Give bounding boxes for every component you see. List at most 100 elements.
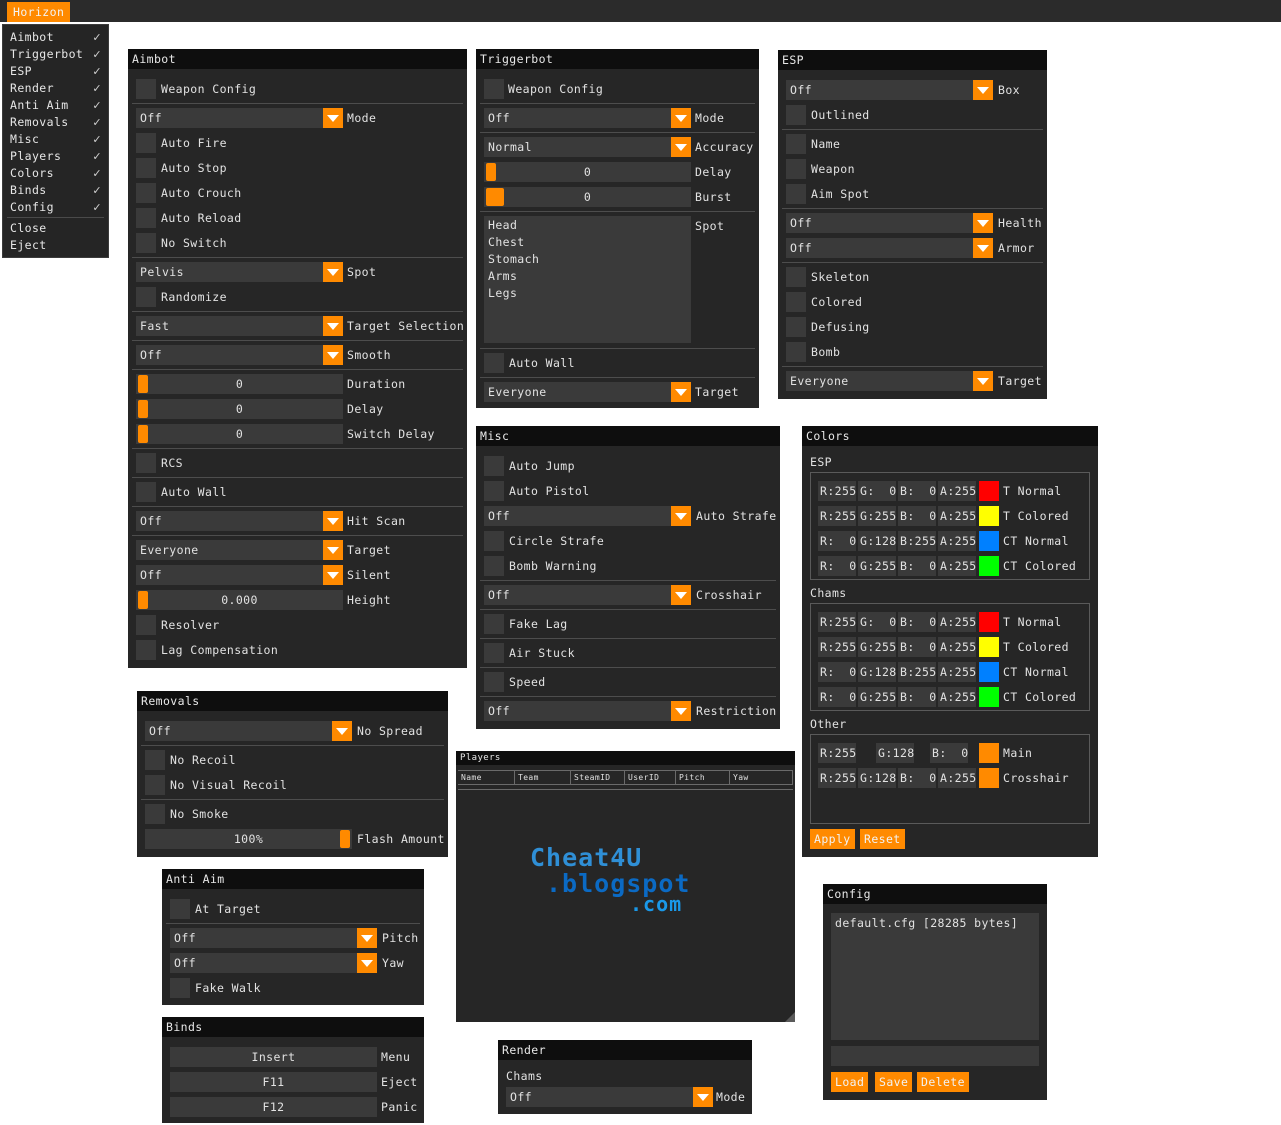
delete-button[interactable]: Delete bbox=[917, 1072, 969, 1092]
menu-item-config[interactable]: Config ✓ bbox=[10, 200, 102, 214]
hit-scan-combo[interactable]: Off bbox=[136, 511, 343, 531]
chams-a-input[interactable]: A:255 bbox=[938, 637, 976, 657]
defusing-checkbox[interactable] bbox=[786, 317, 806, 337]
reset-button[interactable]: Reset bbox=[860, 829, 905, 849]
duration-slider[interactable]: 0 bbox=[136, 374, 343, 394]
window-title[interactable]: Binds bbox=[162, 1017, 424, 1037]
slider-grab[interactable] bbox=[486, 163, 496, 181]
no-smoke-checkbox[interactable] bbox=[145, 804, 165, 824]
esp-b-input[interactable]: B: 0 bbox=[898, 481, 936, 501]
column-header-name[interactable]: Name bbox=[458, 771, 515, 785]
chams-g-input[interactable]: G:255 bbox=[858, 687, 896, 707]
chams-b-input[interactable]: B: 0 bbox=[898, 687, 936, 707]
spot-listbox[interactable]: Head Chest Stomach Arms Legs bbox=[484, 216, 691, 343]
restriction-combo[interactable]: Off bbox=[484, 701, 691, 721]
menu-item-players[interactable]: Players ✓ bbox=[10, 149, 102, 163]
esp-r-input[interactable]: R: 0 bbox=[818, 531, 856, 551]
delay-slider[interactable]: 0 bbox=[136, 399, 343, 419]
crosshair-color-swatch[interactable] bbox=[979, 768, 999, 788]
esp-color-swatch[interactable] bbox=[979, 481, 999, 501]
auto-strafe-combo[interactable]: Off bbox=[484, 506, 691, 526]
column-header-team[interactable]: Team bbox=[515, 771, 571, 785]
esp-color-swatch[interactable] bbox=[979, 506, 999, 526]
esp-r-input[interactable]: R:255 bbox=[818, 506, 856, 526]
chams-color-swatch[interactable] bbox=[979, 637, 999, 657]
menu-item-removals[interactable]: Removals ✓ bbox=[10, 115, 102, 129]
bind-key-input[interactable]: F12 bbox=[170, 1097, 377, 1117]
menu-item-binds[interactable]: Binds ✓ bbox=[10, 183, 102, 197]
window-title[interactable]: Misc bbox=[476, 426, 780, 446]
weapon-config-checkbox[interactable] bbox=[484, 79, 504, 99]
no-spread-combo[interactable]: Off bbox=[145, 721, 352, 741]
chams-g-input[interactable]: G:128 bbox=[858, 662, 896, 682]
silent-combo[interactable]: Off bbox=[136, 565, 343, 585]
switch-delay-slider[interactable]: 0 bbox=[136, 424, 343, 444]
weapon-config-checkbox[interactable] bbox=[136, 79, 156, 99]
slider-grab[interactable] bbox=[138, 400, 148, 418]
crosshair-b-input[interactable]: B: 0 bbox=[898, 768, 936, 788]
randomize-checkbox[interactable] bbox=[136, 287, 156, 307]
chams-color-swatch[interactable] bbox=[979, 687, 999, 707]
target-selection-combo[interactable]: Fast bbox=[136, 316, 343, 336]
window-title[interactable]: Aimbot bbox=[128, 49, 467, 69]
box-combo[interactable]: Off bbox=[786, 80, 993, 100]
menu-item-triggerbot[interactable]: Triggerbot ✓ bbox=[10, 47, 102, 61]
aim-spot-checkbox[interactable] bbox=[786, 184, 806, 204]
target-combo[interactable]: Everyone bbox=[484, 382, 691, 402]
chams-b-input[interactable]: B:255 bbox=[898, 662, 936, 682]
auto-stop-checkbox[interactable] bbox=[136, 158, 156, 178]
air-stuck-checkbox[interactable] bbox=[484, 643, 504, 663]
esp-b-input[interactable]: B: 0 bbox=[898, 556, 936, 576]
window-title[interactable]: Anti Aim bbox=[162, 869, 424, 889]
column-header-yaw[interactable]: Yaw bbox=[730, 771, 793, 785]
esp-r-input[interactable]: R: 0 bbox=[818, 556, 856, 576]
esp-a-input[interactable]: A:255 bbox=[938, 506, 976, 526]
chams-r-input[interactable]: R: 0 bbox=[818, 662, 856, 682]
esp-g-input[interactable]: G:255 bbox=[858, 506, 896, 526]
yaw-combo[interactable]: Off bbox=[170, 953, 377, 973]
esp-color-swatch[interactable] bbox=[979, 531, 999, 551]
window-title[interactable]: Triggerbot bbox=[476, 49, 759, 69]
pitch-combo[interactable]: Off bbox=[170, 928, 377, 948]
crosshair-r-input[interactable]: R:255 bbox=[818, 768, 856, 788]
burst-slider[interactable]: 0 bbox=[484, 187, 691, 207]
mode-combo[interactable]: Off bbox=[136, 108, 343, 128]
crosshair-combo[interactable]: Off bbox=[484, 585, 691, 605]
chams-r-input[interactable]: R: 0 bbox=[818, 687, 856, 707]
main-color-swatch[interactable] bbox=[979, 743, 999, 763]
config-listbox[interactable]: default.cfg [28285 bytes] bbox=[831, 913, 1039, 1040]
slider-grab[interactable] bbox=[340, 830, 350, 848]
lag-compensation-checkbox[interactable] bbox=[136, 640, 156, 660]
chams-color-swatch[interactable] bbox=[979, 662, 999, 682]
no-switch-checkbox[interactable] bbox=[136, 233, 156, 253]
load-button[interactable]: Load bbox=[831, 1072, 869, 1092]
skeleton-checkbox[interactable] bbox=[786, 267, 806, 287]
esp-g-input[interactable]: G: 0 bbox=[858, 481, 896, 501]
accuracy-combo[interactable]: Normal bbox=[484, 137, 691, 157]
auto-jump-checkbox[interactable] bbox=[484, 456, 504, 476]
apply-button[interactable]: Apply bbox=[810, 829, 855, 849]
main-g-input[interactable]: G:128 bbox=[876, 743, 914, 763]
auto-wall-checkbox[interactable] bbox=[484, 353, 504, 373]
auto-wall-checkbox[interactable] bbox=[136, 482, 156, 502]
window-title[interactable]: ESP bbox=[778, 50, 1047, 70]
colored-checkbox[interactable] bbox=[786, 292, 806, 312]
no-visual-recoil-checkbox[interactable] bbox=[145, 775, 165, 795]
bind-key-input[interactable]: Insert bbox=[170, 1047, 377, 1067]
main-r-input[interactable]: R:255 bbox=[818, 743, 856, 763]
bomb-checkbox[interactable] bbox=[786, 342, 806, 362]
auto-reload-checkbox[interactable] bbox=[136, 208, 156, 228]
menu-item-colors[interactable]: Colors ✓ bbox=[10, 166, 102, 180]
spot-combo[interactable]: Pelvis bbox=[136, 262, 343, 282]
list-item[interactable]: default.cfg [28285 bytes] bbox=[835, 916, 1019, 930]
bind-key-input[interactable]: F11 bbox=[170, 1072, 377, 1092]
auto-fire-checkbox[interactable] bbox=[136, 133, 156, 153]
chams-a-input[interactable]: A:255 bbox=[938, 662, 976, 682]
menu-item-aimbot[interactable]: Aimbot ✓ bbox=[10, 30, 102, 44]
crosshair-g-input[interactable]: G:128 bbox=[858, 768, 896, 788]
chams-mode-combo[interactable]: Off bbox=[506, 1087, 713, 1107]
esp-color-swatch[interactable] bbox=[979, 556, 999, 576]
chams-color-swatch[interactable] bbox=[979, 612, 999, 632]
chams-g-input[interactable]: G:255 bbox=[858, 637, 896, 657]
speed-checkbox[interactable] bbox=[484, 672, 504, 692]
